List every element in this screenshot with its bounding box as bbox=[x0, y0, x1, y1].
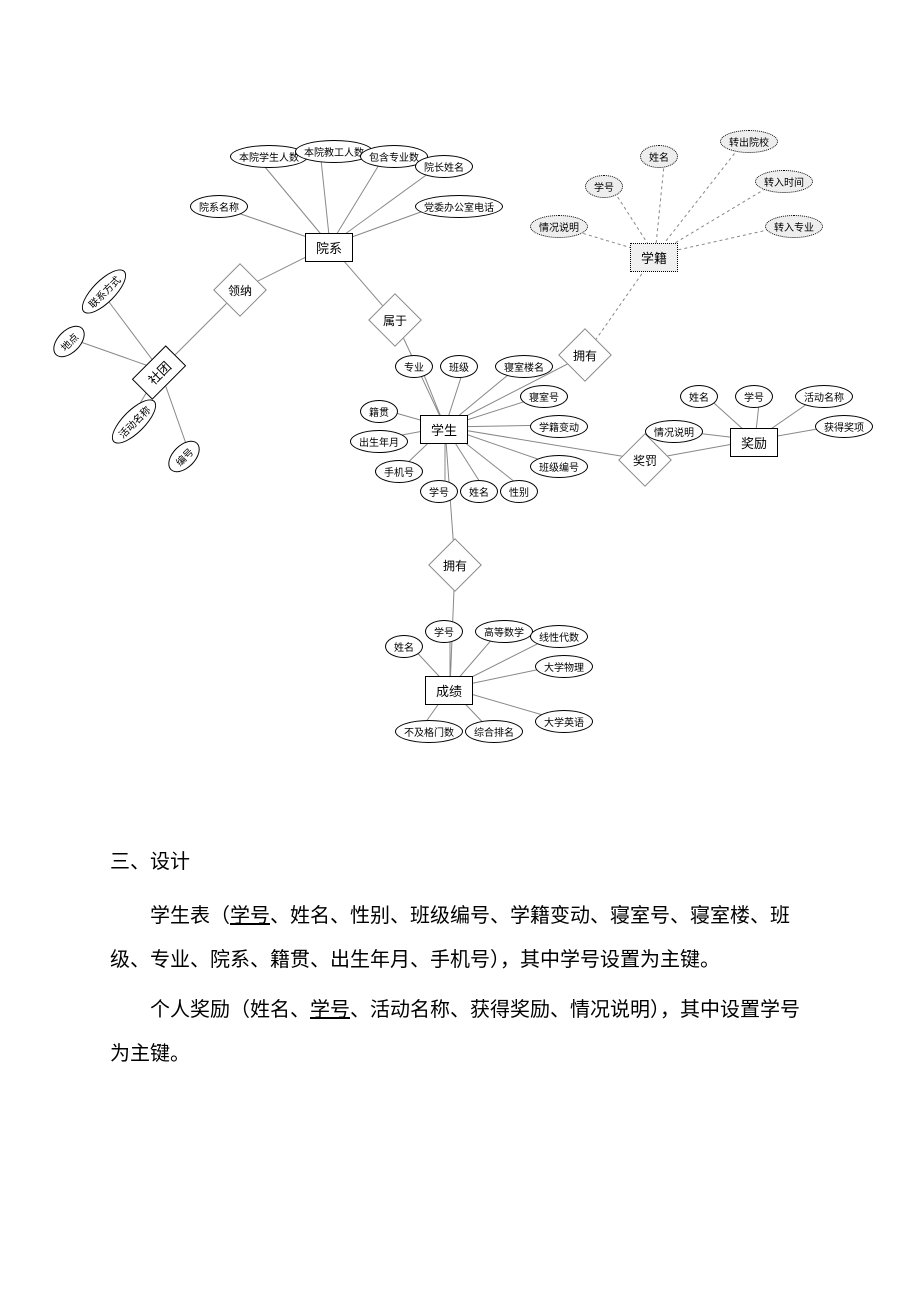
attribute: 线性代数 bbox=[530, 625, 588, 648]
attribute: 学号 bbox=[735, 385, 773, 408]
relationship-shuyu: 属于 bbox=[370, 295, 420, 345]
attribute: 姓名 bbox=[640, 145, 678, 168]
entity-xuesheng: 学生 bbox=[420, 415, 468, 444]
attribute: 学号 bbox=[420, 480, 458, 503]
relationship-yongyou: 拥有 bbox=[560, 330, 610, 380]
paragraph-student-table: 学生表（学号、姓名、性别、班级编号、学籍变动、寝室号、寝室楼、班级、专业、院系、… bbox=[110, 894, 810, 982]
er-diagram: 院系学籍学生奖励成绩社团领纳属于拥有奖罚拥有本院学生人数本院教工人数包含专业数院… bbox=[0, 0, 920, 800]
attribute: 不及格门数 bbox=[395, 720, 463, 743]
attribute: 寝室楼名 bbox=[495, 355, 553, 378]
attribute: 高等数学 bbox=[475, 620, 533, 643]
paragraph-reward-table: 个人奖励（姓名、学号、活动名称、获得奖励、情况说明），其中设置学号为主键。 bbox=[110, 988, 810, 1076]
attribute: 获得奖项 bbox=[815, 415, 873, 438]
entity-jiangli: 奖励 bbox=[730, 428, 778, 457]
attribute: 大学物理 bbox=[535, 655, 593, 678]
entity-yuanxi: 院系 bbox=[305, 233, 353, 262]
attribute: 姓名 bbox=[460, 480, 498, 503]
attribute: 姓名 bbox=[680, 385, 718, 408]
attribute: 院长姓名 bbox=[415, 155, 473, 178]
entity-tuan: 社团 bbox=[132, 345, 186, 399]
attribute: 转出院校 bbox=[720, 130, 778, 153]
relationship-jiangfa: 奖罚 bbox=[620, 435, 670, 485]
relationship-yongyou2: 拥有 bbox=[430, 540, 480, 590]
document-text: 三、设计 学生表（学号、姓名、性别、班级编号、学籍变动、寝室号、寝室楼、班级、专… bbox=[0, 800, 920, 1142]
attribute: 手机号 bbox=[375, 460, 423, 483]
attribute: 学号 bbox=[585, 175, 623, 198]
attribute: 学号 bbox=[425, 620, 463, 643]
attribute: 姓名 bbox=[385, 635, 423, 658]
attribute: 情况说明 bbox=[530, 215, 588, 238]
attribute: 班级 bbox=[440, 355, 478, 378]
attribute: 专业 bbox=[395, 355, 433, 378]
attribute: 活动名称 bbox=[105, 393, 162, 450]
relationship-lingna: 领纳 bbox=[215, 265, 265, 315]
attribute: 转入时间 bbox=[755, 170, 813, 193]
entity-chengji: 成绩 bbox=[425, 676, 473, 705]
attribute: 综合排名 bbox=[465, 720, 523, 743]
attribute: 党委办公室电话 bbox=[415, 195, 503, 218]
attribute: 地点 bbox=[47, 320, 90, 363]
attribute: 籍贯 bbox=[360, 400, 398, 423]
attribute: 编号 bbox=[162, 435, 205, 478]
attribute: 寝室号 bbox=[520, 385, 568, 408]
entity-xueji: 学籍 bbox=[630, 243, 678, 272]
attribute: 情况说明 bbox=[645, 420, 703, 443]
attribute: 班级编号 bbox=[530, 455, 588, 478]
attribute: 联系方式 bbox=[75, 263, 132, 320]
attribute: 院系名称 bbox=[190, 195, 248, 218]
attribute: 出生年月 bbox=[350, 430, 408, 453]
attribute: 转入专业 bbox=[765, 215, 823, 238]
attribute: 学籍变动 bbox=[530, 415, 588, 438]
primary-key: 学号 bbox=[230, 905, 270, 927]
attribute: 活动名称 bbox=[795, 385, 853, 408]
primary-key: 学号 bbox=[310, 999, 350, 1021]
section-heading: 三、设计 bbox=[110, 840, 810, 884]
attribute: 性别 bbox=[500, 480, 538, 503]
attribute: 大学英语 bbox=[535, 710, 593, 733]
